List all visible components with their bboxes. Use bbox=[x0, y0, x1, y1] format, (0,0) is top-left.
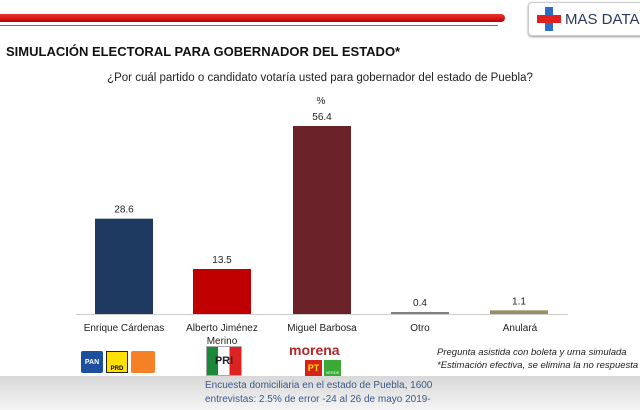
bar bbox=[293, 126, 351, 314]
chart-subtitle: ¿Por cuál partido o candidato votaría us… bbox=[107, 72, 533, 84]
mas-data-logo: MAS DATA bbox=[528, 2, 640, 36]
bar bbox=[490, 310, 548, 314]
header-red-bar bbox=[0, 14, 505, 22]
bar bbox=[193, 269, 251, 314]
bar bbox=[95, 218, 153, 314]
brand-name: MAS DATA bbox=[565, 10, 640, 28]
bar bbox=[391, 312, 449, 314]
footer-line-1: Encuesta domiciliaria en el estado de Pu… bbox=[205, 380, 433, 391]
data-label: 1.1 bbox=[512, 296, 526, 307]
footer: Encuesta domiciliaria en el estado de Pu… bbox=[0, 376, 640, 410]
category-label: Enrique Cárdenas bbox=[83, 323, 165, 334]
pan-logo: PAN bbox=[81, 351, 103, 373]
verde-logo: VERDE bbox=[324, 360, 341, 376]
pt-logo: PT bbox=[305, 360, 322, 376]
cardenas-party-logos: PAN PRD MC bbox=[81, 351, 155, 373]
note-effective-estimate: *Estimación efectiva, se elimina la no r… bbox=[437, 360, 639, 371]
unit-label: % bbox=[316, 96, 326, 107]
data-label: 56.4 bbox=[312, 112, 332, 123]
chart-title: SIMULACIÓN ELECTORAL PARA GOBERNADOR DEL… bbox=[6, 44, 401, 59]
note-assisted-question: Pregunta asistida con boleta y urna simu… bbox=[437, 347, 627, 358]
header-blue-line bbox=[0, 25, 498, 26]
data-label: 0.4 bbox=[413, 298, 427, 309]
morena-logo: morena bbox=[289, 342, 340, 358]
category-label: Miguel Barbosa bbox=[287, 323, 357, 334]
category-label: Anulará bbox=[502, 323, 538, 334]
data-label: 28.6 bbox=[114, 205, 134, 216]
mc-logo: MC bbox=[131, 351, 155, 373]
prd-logo: PRD bbox=[106, 351, 128, 373]
data-label: 13.5 bbox=[212, 255, 232, 266]
category-label: Alberto Jiménez Merino bbox=[186, 323, 258, 347]
category-label: Otro bbox=[410, 323, 430, 334]
footer-line-2: entrevistas: 2.5% de error -24 al 26 de … bbox=[205, 394, 431, 405]
cross-icon bbox=[537, 7, 561, 31]
pri-logo: PRI bbox=[206, 346, 242, 376]
